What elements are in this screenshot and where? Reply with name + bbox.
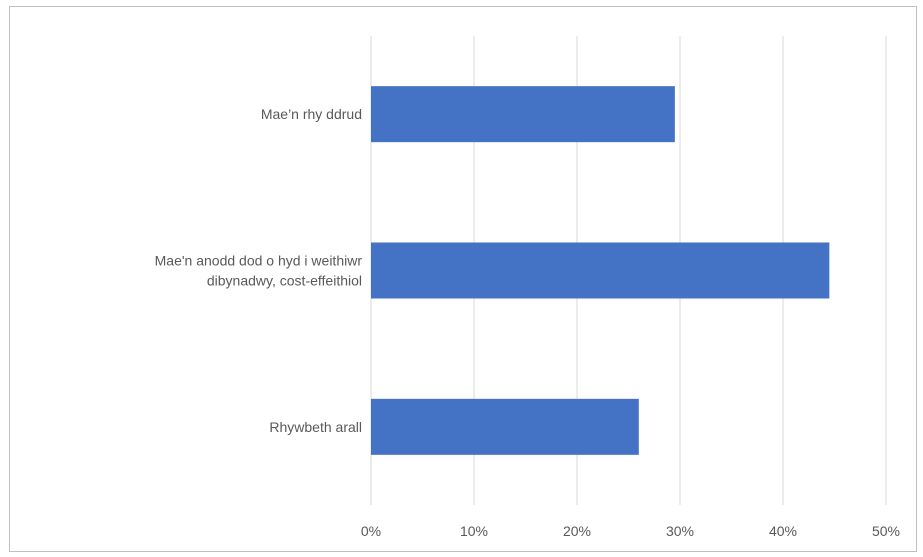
category-label: Rhywbeth arall [269,419,362,435]
category-label: dibynadwy, cost-effeithiol [207,273,362,289]
x-tick-label: 30% [666,523,694,539]
bar [371,242,830,299]
bar [371,398,639,455]
x-tick-label: 40% [769,523,797,539]
bar [371,86,675,143]
category-label: Mae'n anodd dod o hyd i weithiwr [155,253,363,269]
x-tick-label: 10% [460,523,488,539]
category-label: Mae’n rhy ddrud [261,106,362,122]
x-tick-label: 20% [563,523,591,539]
x-tick-label: 0% [361,523,381,539]
x-tick-label: 50% [872,523,900,539]
